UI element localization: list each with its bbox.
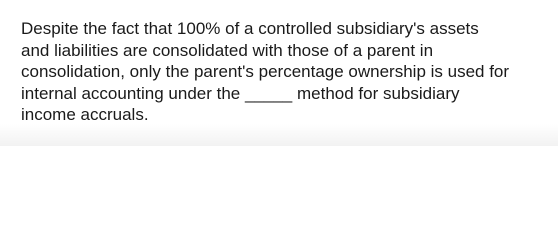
text-line: income accruals. [21, 105, 149, 124]
text-line: and liabilities are consolidated with th… [21, 40, 434, 60]
text-line: consolidation, only the parent's percent… [21, 62, 510, 81]
text-line: internal accounting under the _____ meth… [21, 83, 460, 103]
text-line: Despite the fact that 100% of a controll… [21, 19, 479, 38]
question-card: Despite the fact that 100% of a controll… [21, 18, 509, 126]
question-text: Despite the fact that 100% of a controll… [21, 18, 509, 126]
